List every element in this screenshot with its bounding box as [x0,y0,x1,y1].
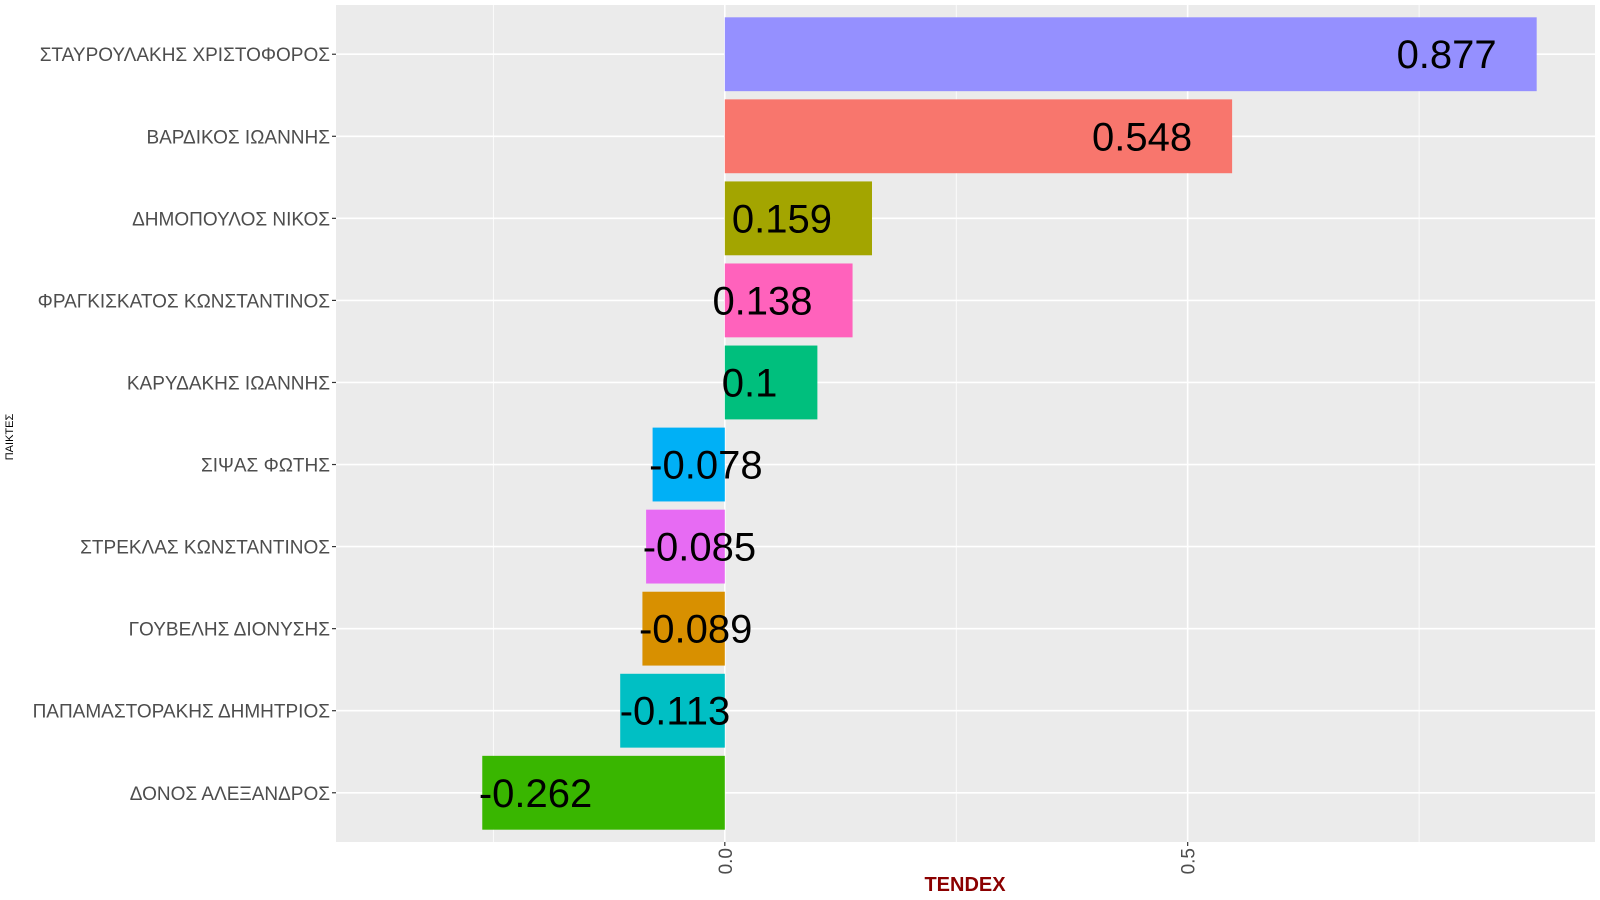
category-label: ΔΗΜΟΠΟΥΛΟΣ ΝΙΚΟΣ [132,209,330,230]
bar [642,591,725,666]
bar-value-label: -0.113 [620,690,730,734]
bar [620,673,725,748]
category-label: ΔΟΝΟΣ ΑΛΕΞΑΝΔΡΟΣ [130,784,330,805]
bar [724,345,818,420]
x-tick-label: 0.5 [1179,848,1200,874]
bar [482,755,725,830]
category-axis: ΣΤΑΥΡΟΥΛΑΚΗΣ ΧΡΙΣΤΟΦΟΡΟΣ ΒΑΡΔΙΚΟΣ ΙΩΑΝΝΗΣ… [33,45,336,805]
bar-value-label: -0.085 [643,526,756,570]
bar-value-label: 0.877 [1397,33,1497,77]
bar-value-label: 0.548 [1092,115,1192,159]
bar [724,263,853,338]
category-label: ΠΑΠΑΜΑΣΤΟΡΑΚΗΣ ΔΗΜΗΤΡΙΟΣ [33,702,330,723]
category-label: ΣΤΑΥΡΟΥΛΑΚΗΣ ΧΡΙΣΤΟΦΟΡΟΣ [40,45,330,66]
bar-value-label: 0.138 [712,279,812,323]
category-label: ΒΑΡΔΙΚΟΣ ΙΩΑΝΝΗΣ [146,127,330,148]
value-axis: 0.0 0.5 [716,842,1200,874]
grid-lines [336,5,1595,842]
category-label: ΦΡΑΓΚΙΣΚΑΤΟΣ ΚΩΝΣΤΑΝΤΙΝΟΣ [38,291,330,312]
bar [652,427,725,502]
bars [482,17,1537,830]
bar [724,181,873,256]
bar [724,17,1537,92]
bar-value-label: 0.159 [732,197,832,241]
x-tick-label: 0.0 [716,848,737,874]
category-label: ΣΤΡΕΚΛΑΣ ΚΩΝΣΤΑΝΤΙΝΟΣ [80,538,330,559]
category-label: ΓΟΥΒΕΛΗΣ ΔΙΟΝΥΣΗΣ [129,620,330,641]
bar [646,509,725,584]
category-label: ΚΑΡΥΔΑΚΗΣ ΙΩΑΝΝΗΣ [127,373,330,394]
bar [724,99,1233,174]
bar-value-label: -0.262 [479,772,592,816]
bar-value-label: -0.078 [649,444,762,488]
x-axis-title: TENDEX [924,874,1006,896]
data-labels: 0.877 0.548 0.159 0.138 0.1 -0.078 -0.085 -0.08… [479,33,1497,816]
y-axis-title: ΠΑΙΚΤΕΣ [4,414,16,461]
bar-value-label: 0.1 [722,361,778,405]
bar-value-label: -0.089 [639,608,752,652]
category-label: ΣΙΨΑΣ ΦΩΤΗΣ [201,456,330,477]
